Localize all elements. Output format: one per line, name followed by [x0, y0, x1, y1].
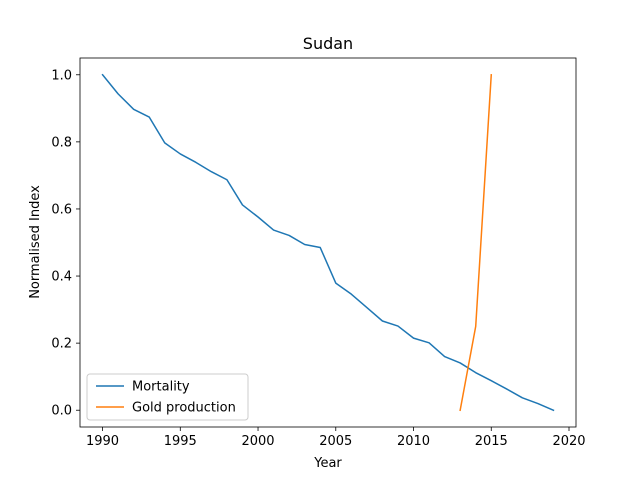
- x-tick-label: 2000: [241, 434, 274, 449]
- legend: Mortality Gold production: [86, 373, 249, 421]
- axes-frame: [79, 57, 577, 428]
- legend-label-2: Gold production: [132, 401, 236, 416]
- x-tick-label: 2015: [475, 434, 508, 449]
- y-axis-label: Normalised Index: [28, 185, 43, 299]
- x-tick-label: 1995: [164, 434, 197, 449]
- series-line-1: [101, 73, 555, 412]
- y-tick-label: 1.0: [51, 68, 72, 83]
- chart-title: Sudan: [303, 34, 353, 53]
- series-line-2: [459, 73, 493, 412]
- y-tick-label: 0.6: [51, 202, 72, 217]
- plot-area: 1990 1995 2000 2005 2010 2015 2020 0.0 0.2 0.4 0.6…: [51, 57, 586, 449]
- x-tick-label: 1990: [86, 434, 119, 449]
- x-axis-label: Year: [313, 456, 342, 471]
- legend-label-1: Mortality: [132, 380, 190, 395]
- x-tick-label: 2010: [397, 434, 430, 449]
- y-tick-label: 0.2: [51, 337, 72, 352]
- x-tick-label: 2005: [319, 434, 352, 449]
- y-tick-label: 0.8: [51, 135, 72, 150]
- y-tick-label: 0.4: [51, 270, 72, 285]
- x-tick-label: 2020: [552, 434, 585, 449]
- legend-box: [86, 373, 249, 421]
- y-tick-label: 0.0: [51, 404, 72, 419]
